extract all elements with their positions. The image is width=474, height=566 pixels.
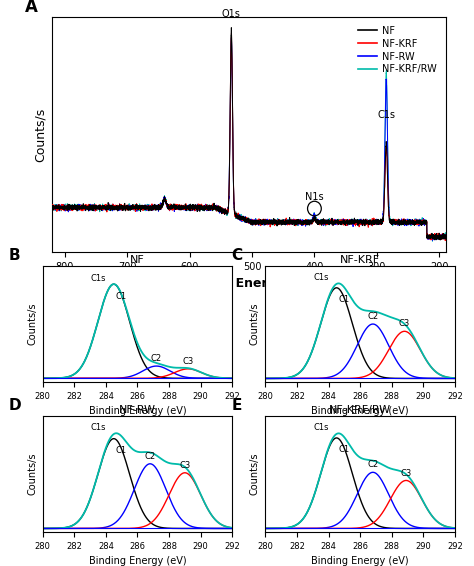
Text: O1s: O1s [222,9,241,19]
Text: C3: C3 [179,461,191,470]
X-axis label: Binding Energy (eV): Binding Energy (eV) [89,406,186,417]
Text: B: B [9,248,20,263]
Text: C1s: C1s [91,274,106,283]
Title: NF-KRF: NF-KRF [340,255,380,265]
Text: C1s: C1s [377,110,395,119]
Y-axis label: Counts/s: Counts/s [250,303,260,345]
Text: C2: C2 [367,312,378,321]
X-axis label: Binding Energy (eV): Binding Energy (eV) [89,556,186,566]
Text: C3: C3 [401,469,412,478]
Text: C1: C1 [115,292,127,301]
Text: C: C [231,248,242,263]
Text: C1: C1 [338,295,349,304]
Text: C3: C3 [182,357,194,366]
Title: NF: NF [130,255,145,265]
Text: E: E [231,398,242,413]
Text: C1s: C1s [313,423,328,432]
X-axis label: Binding Energy (eV): Binding Energy (eV) [311,406,409,417]
Text: D: D [9,398,21,413]
Text: A: A [25,0,37,16]
Title: NF-KRF/RW: NF-KRF/RW [329,405,392,415]
Y-axis label: Counts/s: Counts/s [250,453,260,495]
Text: C1: C1 [338,445,349,454]
Text: C1s: C1s [313,273,328,282]
Text: C2: C2 [151,354,162,363]
X-axis label: Binding Energy (eV): Binding Energy (eV) [311,556,409,566]
Text: C2: C2 [367,461,378,469]
Text: C3: C3 [399,319,410,328]
Legend: NF, NF-KRF, NF-RW, NF-KRF/RW: NF, NF-KRF, NF-RW, NF-KRF/RW [354,22,441,78]
X-axis label: Binding Energy (eV): Binding Energy (eV) [178,277,319,290]
Text: C1s: C1s [91,423,106,432]
Text: C2: C2 [145,452,155,461]
Text: C1: C1 [115,446,127,455]
Y-axis label: Counts/s: Counts/s [27,453,37,495]
Y-axis label: Counts/s: Counts/s [27,303,37,345]
Title: NF-RW: NF-RW [119,405,156,415]
Y-axis label: Counts/s: Counts/s [34,108,46,161]
Text: N1s: N1s [305,192,324,202]
